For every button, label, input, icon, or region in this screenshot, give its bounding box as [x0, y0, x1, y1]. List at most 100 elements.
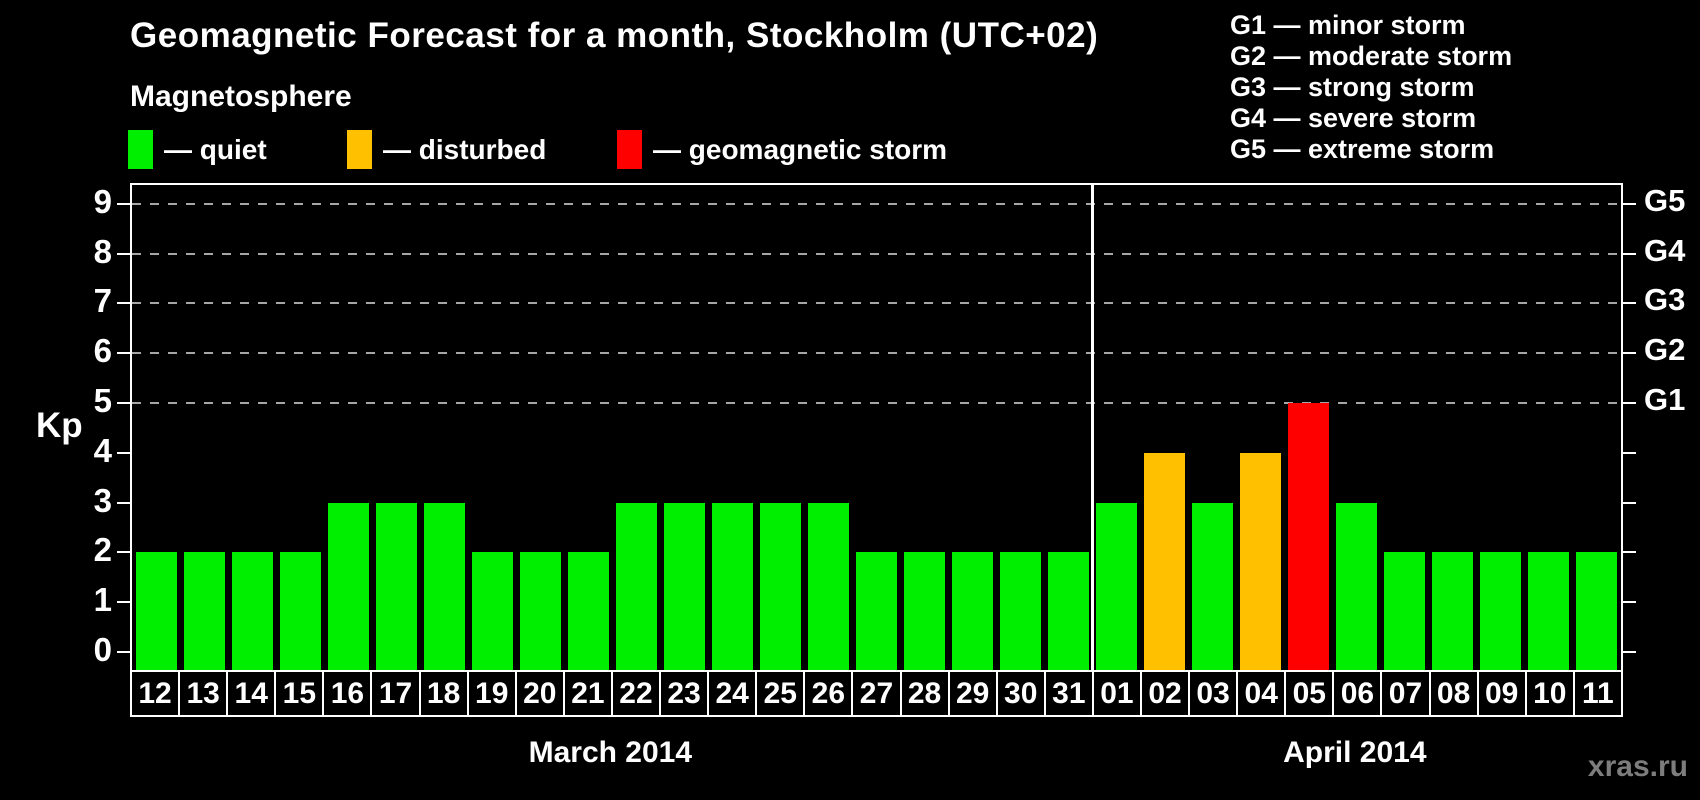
- kp-bar: [759, 502, 801, 670]
- kp-bar: [1096, 502, 1138, 670]
- right-axis-tick: [1623, 402, 1636, 404]
- day-label-cell: 20: [514, 670, 565, 717]
- day-label-cell: 14: [226, 670, 277, 717]
- kp-bar: [1144, 452, 1186, 670]
- day-label-cell: 07: [1380, 670, 1431, 717]
- day-label-cell: 08: [1428, 670, 1479, 717]
- y-axis-tick: [117, 252, 130, 255]
- day-label-cell: 04: [1236, 670, 1287, 717]
- day-label-cell: 26: [803, 670, 854, 717]
- y-axis-tick: [117, 501, 130, 504]
- kp-bar: [1048, 552, 1090, 670]
- g-legend-item: G2 — moderate storm: [1230, 41, 1513, 71]
- kp-bar: [1576, 552, 1618, 670]
- right-axis-tick: [1623, 501, 1636, 504]
- day-label-cell: 31: [1043, 670, 1094, 717]
- magnetosphere-heading: Magnetosphere: [130, 80, 352, 113]
- day-label-cell: 05: [1284, 670, 1335, 717]
- kp-bar: [855, 552, 897, 670]
- gridline: [132, 252, 1621, 255]
- gridline: [132, 302, 1621, 305]
- y-tick-label: 9: [93, 182, 112, 220]
- day-label-cell: 10: [1524, 670, 1575, 717]
- kp-bar: [567, 552, 609, 670]
- y-tick-label: 3: [93, 481, 112, 519]
- y-tick-label: 2: [93, 531, 112, 569]
- month-label: March 2014: [528, 736, 693, 769]
- day-label-cell: 16: [322, 670, 373, 717]
- kp-bar: [471, 552, 513, 670]
- day-label-cell: 30: [995, 670, 1046, 717]
- kp-bar: [519, 552, 561, 670]
- y-axis-tick: [117, 302, 130, 305]
- y-axis-tick: [117, 551, 130, 554]
- day-label-cell: 06: [1332, 670, 1383, 717]
- g-level-label: G4: [1644, 232, 1686, 268]
- kp-bar: [1192, 502, 1234, 670]
- kp-bar: [711, 502, 753, 670]
- kp-bar: [231, 552, 273, 670]
- y-tick-label: 5: [93, 382, 112, 419]
- y-tick-label: 1: [93, 581, 112, 619]
- kp-bar: [1336, 502, 1378, 670]
- day-label-cell: 02: [1139, 670, 1191, 717]
- g-level-label: G1: [1644, 382, 1686, 417]
- day-label-cell: 22: [610, 670, 662, 717]
- day-label-cell: 21: [562, 670, 613, 717]
- kp-bar: [1480, 552, 1522, 670]
- quiet-color-swatch: [128, 130, 153, 169]
- right-axis-tick: [1623, 451, 1636, 454]
- day-label-cell: 24: [707, 670, 758, 717]
- plot-area: [117, 183, 1636, 670]
- kp-bar: [952, 552, 994, 670]
- month-label: April 2014: [1283, 736, 1427, 769]
- kp-bar: [375, 502, 417, 670]
- right-axis-tick: [1623, 651, 1636, 653]
- kp-bar: [904, 552, 946, 670]
- day-label-cell: 18: [418, 670, 469, 717]
- day-label-cell: 11: [1572, 670, 1623, 717]
- g-level-label: G3: [1644, 282, 1686, 318]
- y-tick-label: 7: [93, 282, 112, 320]
- y-tick-label: 0: [93, 631, 112, 668]
- day-label-cell: 12: [130, 670, 181, 717]
- kp-bar: [1528, 552, 1570, 670]
- kp-bar: [1384, 552, 1426, 670]
- g-legend-item: G4 — severe storm: [1230, 103, 1477, 133]
- kp-bar: [807, 502, 849, 670]
- right-axis-tick: [1623, 252, 1636, 255]
- right-axis-tick: [1623, 202, 1636, 205]
- kp-bar: [1288, 403, 1330, 670]
- gridline: [132, 202, 1621, 205]
- kp-bar: [1432, 552, 1474, 670]
- kp-bar: [1000, 552, 1042, 670]
- kp-bar: [663, 502, 705, 670]
- disturbed-color-swatch: [347, 130, 372, 169]
- y-tick-label: 4: [93, 431, 112, 469]
- g-legend-item: G5 — extreme storm: [1230, 134, 1495, 164]
- day-label-cell: 19: [466, 670, 517, 717]
- day-label-cell: 29: [947, 670, 998, 717]
- y-axis-tick: [117, 352, 130, 355]
- right-axis-tick: [1623, 352, 1636, 355]
- kp-bar: [279, 552, 321, 670]
- y-tick-label: 8: [93, 232, 112, 270]
- legend-item-label: — geomagnetic storm: [653, 134, 948, 165]
- y-axis-tick: [117, 601, 130, 604]
- day-label-cell: 23: [659, 670, 710, 717]
- right-axis-tick: [1623, 302, 1636, 305]
- day-label-cell: 28: [899, 670, 950, 717]
- g-scale-legend: G1 — minor storm G2 — moderate storm G3 — …: [1230, 10, 1512, 165]
- storm-color-swatch: [617, 130, 642, 169]
- right-axis-tick: [1623, 601, 1636, 604]
- kp-bar: [423, 502, 465, 670]
- g-level-label: G5: [1644, 182, 1686, 218]
- kp-bar: [615, 502, 657, 670]
- kp-axis-label: Kp: [36, 406, 83, 445]
- right-axis-tick: [1623, 551, 1636, 554]
- day-label-cell: 03: [1188, 670, 1239, 717]
- kp-bar: [183, 552, 225, 670]
- y-axis-tick: [117, 651, 130, 653]
- y-axis-tick: [117, 202, 130, 205]
